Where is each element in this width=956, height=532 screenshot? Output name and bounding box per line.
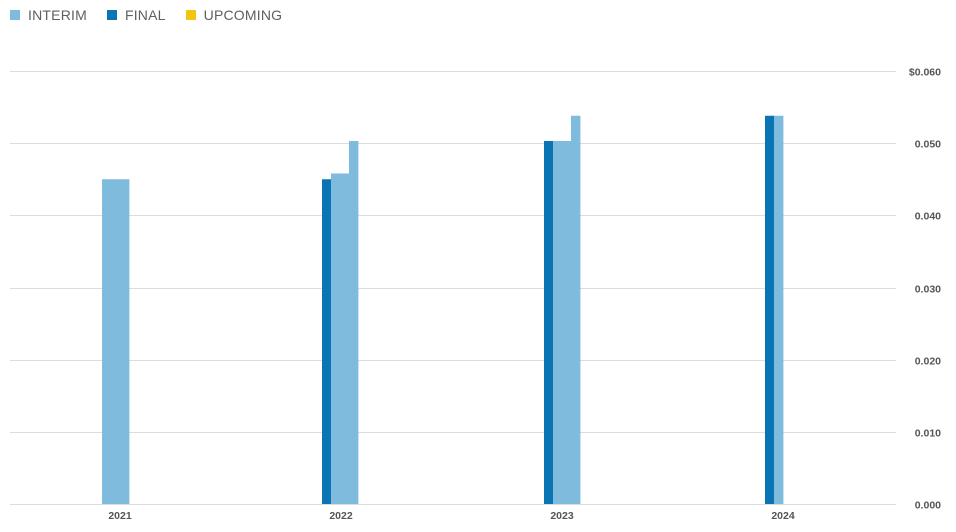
y-tick-label-1: 0.050 [915, 139, 941, 151]
bar-2023-3-interim[interactable] [562, 141, 572, 505]
x-tick-label-2023: 2023 [550, 510, 574, 522]
bar-2021-2-interim[interactable] [111, 179, 121, 504]
y-tick-label-4: 0.020 [915, 356, 941, 368]
chart-legend: INTERIM FINAL UPCOMING [10, 7, 302, 23]
bar-2021-1-interim[interactable] [102, 179, 112, 504]
legend-item-interim[interactable]: INTERIM [10, 7, 87, 23]
bar-2023-1-final[interactable] [544, 141, 554, 505]
y-tick-label-6: 0.000 [915, 500, 941, 512]
x-tick-label-2022: 2022 [329, 510, 353, 522]
bar-2022-3-interim[interactable] [340, 173, 350, 504]
x-tick-label-2021: 2021 [108, 510, 132, 522]
bar-2022-2-interim[interactable] [331, 173, 341, 504]
y-tick-label-0: $0.060 [909, 67, 941, 79]
bar-2024-2-interim[interactable] [774, 115, 784, 504]
legend-swatch-upcoming [185, 10, 196, 20]
bar-2021-3-interim[interactable] [120, 179, 130, 504]
y-tick-label-2: 0.040 [915, 211, 941, 223]
y-tick-label-3: 0.030 [915, 284, 941, 296]
legend-label-upcoming: UPCOMING [203, 7, 283, 23]
bar-2022-4-interim[interactable] [349, 141, 359, 505]
bar-2023-4-interim[interactable] [571, 115, 581, 504]
bar-2022-1-final[interactable] [322, 179, 332, 504]
legend-label-final: FINAL [124, 7, 166, 23]
bar-2023-2-interim[interactable] [553, 141, 563, 505]
legend-swatch-interim [10, 10, 20, 20]
legend-item-final[interactable]: FINAL [106, 7, 166, 23]
bar-2024-1-final[interactable] [765, 115, 775, 504]
legend-swatch-final [106, 10, 117, 20]
legend-label-interim: INTERIM [28, 7, 87, 23]
y-tick-label-5: 0.010 [915, 428, 941, 440]
x-tick-label-2024: 2024 [771, 510, 795, 522]
legend-item-upcoming[interactable]: UPCOMING [185, 7, 283, 23]
